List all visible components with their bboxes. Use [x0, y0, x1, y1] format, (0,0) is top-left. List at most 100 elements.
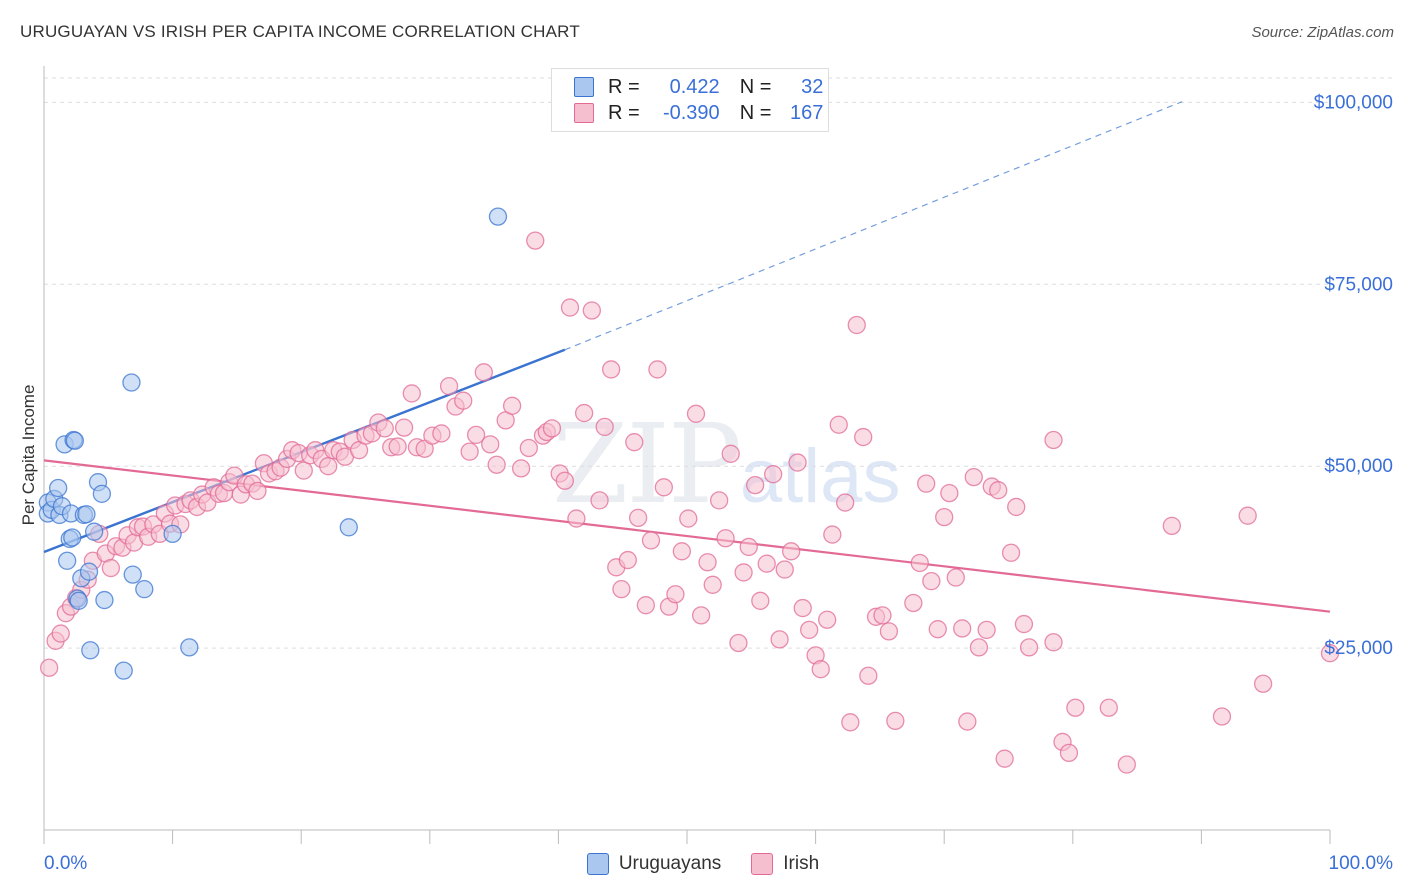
point-irish	[691, 606, 711, 625]
point-irish	[922, 572, 941, 591]
point-irish	[612, 580, 631, 599]
point-irish	[829, 415, 848, 434]
point-irish	[641, 531, 661, 550]
point-irish	[628, 508, 648, 528]
point-irish	[666, 585, 685, 604]
point-irish	[432, 424, 451, 443]
legend-n-value: 167	[790, 101, 824, 124]
point-irish	[474, 363, 493, 382]
point-uruguayans	[57, 551, 77, 570]
point-irish	[654, 478, 674, 497]
point-irish	[679, 509, 698, 528]
point-irish	[935, 507, 954, 527]
point-irish	[940, 483, 959, 503]
point-irish	[1007, 497, 1026, 517]
point-irish	[101, 558, 121, 578]
point-irish	[439, 377, 459, 396]
legend-swatch-irish	[751, 853, 774, 875]
point-irish	[294, 461, 313, 480]
point-irish	[782, 542, 801, 561]
point-irish	[873, 606, 892, 625]
trend-lines	[43, 101, 1331, 613]
point-uruguayans	[85, 522, 104, 541]
point-irish	[375, 419, 394, 438]
point-irish	[964, 467, 983, 487]
point-irish	[703, 575, 722, 594]
point-irish	[928, 620, 947, 639]
y-tick-label: $50,000	[1324, 456, 1393, 477]
point-irish	[542, 419, 562, 438]
point-irish	[1117, 755, 1136, 774]
point-irish	[1212, 707, 1232, 726]
point-uruguayans	[180, 638, 199, 657]
point-irish	[402, 384, 421, 403]
point-uruguayans	[81, 641, 100, 660]
point-irish	[729, 633, 748, 653]
chart-title: URUGUAYAN VS IRISH PER CAPITA INCOME COR…	[20, 22, 580, 41]
point-uruguayans	[77, 505, 96, 524]
point-irish	[757, 554, 776, 573]
legend-r-label: R =	[608, 101, 640, 124]
point-uruguayans	[48, 478, 68, 498]
point-irish	[746, 475, 765, 495]
point-irish	[841, 713, 860, 732]
point-irish	[582, 301, 601, 320]
point-uruguayans	[79, 562, 99, 581]
point-irish	[511, 459, 531, 478]
point-irish	[739, 537, 758, 557]
point-irish	[811, 660, 830, 679]
point-irish	[770, 630, 789, 649]
point-irish	[886, 711, 905, 731]
point-irish	[481, 435, 500, 454]
point-irish	[39, 658, 59, 677]
point-irish	[800, 620, 819, 640]
point-irish	[775, 560, 794, 579]
point-uruguayans	[122, 373, 141, 392]
point-uruguayans	[123, 565, 142, 584]
point-irish	[1066, 698, 1085, 717]
x-tick-label-min: 0.0%	[44, 853, 87, 874]
point-uruguayans	[69, 591, 88, 610]
legend-n-label: N =	[739, 75, 772, 98]
point-irish	[502, 396, 522, 415]
legend-r-value: 0.422	[669, 75, 720, 98]
point-irish	[636, 596, 655, 615]
point-irish	[751, 591, 770, 610]
point-uruguayans	[163, 524, 182, 544]
legend-row-irish: R = -0.390 N = 167	[574, 102, 823, 124]
point-irish	[487, 455, 506, 474]
grid-lines	[44, 77, 1392, 649]
point-irish	[319, 457, 338, 476]
point-uruguayans	[135, 580, 154, 599]
point-irish	[1253, 674, 1273, 693]
legend-label-uruguayans: Uruguayans	[618, 853, 722, 874]
point-irish	[51, 624, 70, 643]
point-irish	[672, 542, 692, 561]
point-irish	[847, 315, 866, 335]
watermark: ZIPatlas	[552, 400, 900, 528]
y-axis-label: Per Capita Income	[19, 385, 38, 526]
point-irish	[788, 453, 807, 472]
point-uruguayans	[339, 518, 358, 537]
point-irish	[910, 553, 929, 573]
point-irish	[764, 465, 783, 484]
point-irish	[969, 638, 989, 657]
point-irish	[836, 493, 855, 512]
point-irish	[1044, 633, 1063, 652]
legend-item-irish: Irish	[751, 853, 819, 875]
point-irish	[989, 481, 1008, 500]
point-irish	[716, 529, 735, 548]
point-irish	[460, 442, 479, 461]
point-irish	[560, 298, 580, 317]
legend-label-irish: Irish	[783, 853, 820, 874]
legend-row-uruguayans: R = 0.422 N = 32	[574, 76, 823, 98]
axes	[43, 66, 1331, 844]
point-irish	[818, 610, 837, 629]
point-uruguayans	[95, 590, 114, 610]
point-irish	[590, 491, 609, 510]
point-irish	[698, 553, 717, 572]
source-label: Source: ZipAtlas.com	[1251, 24, 1394, 41]
point-irish	[1019, 638, 1039, 657]
point-irish	[1001, 543, 1021, 562]
point-irish	[555, 471, 574, 490]
